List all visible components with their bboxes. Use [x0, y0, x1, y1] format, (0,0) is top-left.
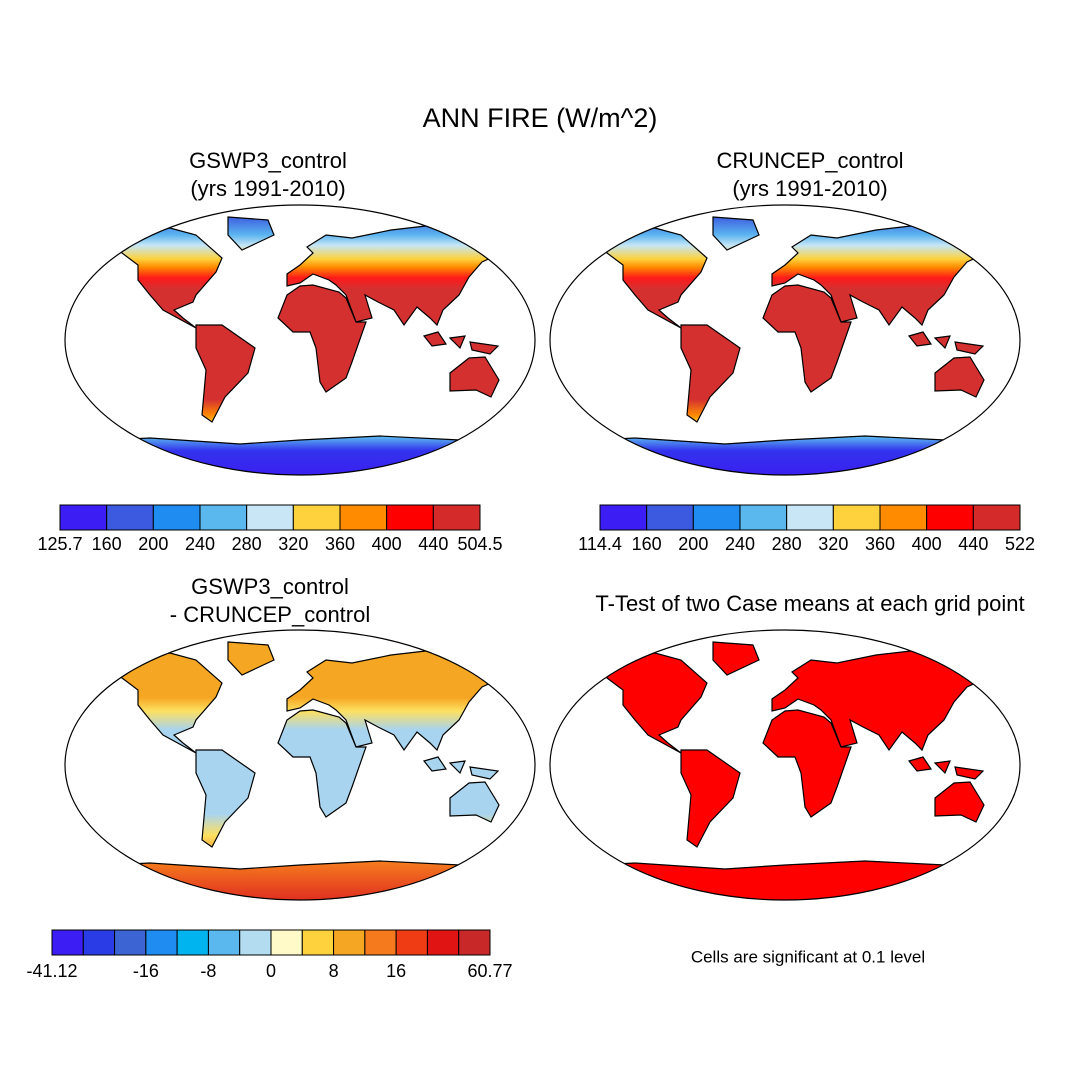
colorbar-box — [432, 504, 481, 531]
colorbar-box — [739, 504, 788, 531]
colorbar-label: 440 — [418, 534, 448, 554]
colorbar-label: 8 — [329, 961, 339, 981]
map — [549, 629, 1021, 905]
figure-title: ANN FIRE (W/m^2) — [423, 103, 658, 133]
colorbar-label: -8 — [200, 961, 216, 981]
colorbar-label: 280 — [232, 534, 262, 554]
colorbar-label: 400 — [912, 534, 942, 554]
colorbar-box — [239, 929, 272, 956]
colorbar-label: 60.77 — [467, 961, 512, 981]
colorbar-label: 240 — [725, 534, 755, 554]
map — [549, 204, 1021, 480]
panel-title: (yrs 1991-2010) — [732, 176, 887, 201]
colorbar-label: 400 — [372, 534, 402, 554]
colorbar-box — [51, 929, 84, 956]
colorbar-box — [646, 504, 694, 531]
colorbar-box — [106, 504, 154, 531]
colorbar-box — [114, 929, 147, 956]
colorbar-box — [145, 929, 178, 956]
colorbar-box — [599, 504, 648, 531]
panel-note: Cells are significant at 0.1 level — [691, 947, 925, 966]
colorbar-box — [395, 929, 428, 956]
colorbar-box — [199, 504, 248, 531]
colorbar-label: 360 — [865, 534, 895, 554]
colorbar-label: 16 — [386, 961, 406, 981]
colorbar-label: 320 — [818, 534, 848, 554]
colorbar-box — [692, 504, 741, 531]
map-frame — [64, 629, 536, 901]
colorbar-box — [152, 504, 201, 531]
colorbar-box — [426, 929, 460, 956]
panel-title: - CRUNCEP_control — [170, 602, 371, 627]
colorbar-label: 240 — [185, 534, 215, 554]
colorbar-box — [364, 929, 397, 956]
colorbar-box — [292, 504, 341, 531]
colorbar-box — [458, 929, 491, 956]
panel-title: GSWP3_control — [191, 574, 349, 599]
map — [64, 204, 536, 480]
colorbar-label: 114.4 — [578, 534, 622, 554]
colorbar-box — [82, 929, 116, 956]
colorbar-box — [333, 929, 366, 956]
colorbar-box — [832, 504, 881, 531]
panel-title: (yrs 1991-2010) — [190, 176, 345, 201]
colorbar-box — [926, 504, 974, 531]
colorbar-label: 160 — [632, 534, 662, 554]
colorbar-box — [270, 929, 303, 956]
map-frame — [64, 204, 536, 476]
colorbar-box — [246, 504, 294, 531]
panel-title: T-Test of two Case means at each grid po… — [595, 591, 1024, 616]
colorbar-label: 280 — [772, 534, 802, 554]
colorbar-label: 200 — [678, 534, 708, 554]
colorbar-box — [386, 504, 434, 531]
colorbar-label: 360 — [325, 534, 355, 554]
colorbar-label: -41.12 — [26, 961, 77, 981]
colorbar-box — [786, 504, 834, 531]
colorbar-box — [59, 504, 108, 531]
panel-title: GSWP3_control — [189, 148, 347, 173]
map-frame — [549, 629, 1021, 901]
colorbar-label: 200 — [138, 534, 168, 554]
colorbar-box — [301, 929, 335, 956]
colorbar-label: 125.7 — [37, 534, 82, 554]
colorbar-label: 320 — [278, 534, 308, 554]
colorbar-label: 160 — [92, 534, 122, 554]
colorbar-box — [207, 929, 241, 956]
colorbar-box — [176, 929, 209, 956]
colorbar-label: 504.5 — [457, 534, 502, 554]
panel-title: CRUNCEP_control — [716, 148, 903, 173]
map-frame — [549, 204, 1021, 476]
colorbar-box — [339, 504, 388, 531]
colorbar-label: 440 — [958, 534, 988, 554]
colorbar-label: 0 — [266, 961, 276, 981]
colorbar-box — [879, 504, 928, 531]
colorbar-box — [972, 504, 1021, 531]
colorbar-label: 522 — [1005, 534, 1035, 554]
colorbar-label: -16 — [133, 961, 159, 981]
map — [64, 629, 536, 905]
